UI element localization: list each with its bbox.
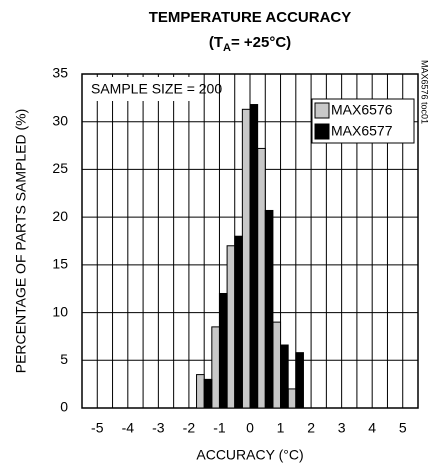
bar xyxy=(226,245,236,409)
x-tick-label: 1 xyxy=(277,420,285,436)
legend-swatch xyxy=(314,123,330,140)
chart-subtitle: (TA= +25°C) xyxy=(209,34,291,54)
x-tick-label: -3 xyxy=(152,420,165,436)
bar xyxy=(272,321,282,409)
y-tick-label: 10 xyxy=(52,303,68,319)
bar xyxy=(264,209,274,409)
bar xyxy=(257,147,266,409)
bar xyxy=(280,344,289,409)
x-tick-label: 4 xyxy=(368,420,376,436)
bar xyxy=(218,292,228,409)
x-tick-label: -5 xyxy=(91,420,104,436)
y-tick-label: 30 xyxy=(52,112,68,128)
bar xyxy=(295,352,304,409)
legend-label: MAX6576 xyxy=(331,102,393,118)
annotation: SAMPLE SIZE = 200 xyxy=(91,81,222,97)
subtitle-part: = +25°C) xyxy=(231,34,291,51)
x-tick-label: -2 xyxy=(183,420,196,436)
bar xyxy=(211,326,220,409)
y-tick-label: 0 xyxy=(60,399,68,415)
x-tick-label: 2 xyxy=(307,420,315,436)
x-tick-label: 0 xyxy=(246,420,254,436)
bar xyxy=(203,378,213,409)
legend-label: MAX6577 xyxy=(331,123,393,139)
subtitle-subscript: A xyxy=(223,42,231,54)
x-axis-label: ACCURACY (°C) xyxy=(196,447,303,463)
x-tick-label: -1 xyxy=(213,420,226,436)
annotation-box xyxy=(84,77,202,101)
bar xyxy=(234,235,243,409)
y-tick-label: 15 xyxy=(52,256,68,272)
x-tick-label: 3 xyxy=(338,420,346,436)
y-tick-label: 5 xyxy=(60,351,68,367)
bar xyxy=(196,374,205,409)
legend-swatch xyxy=(314,102,330,119)
bar xyxy=(287,388,297,409)
y-tick-label: 20 xyxy=(52,208,68,224)
y-tick-label: 25 xyxy=(52,160,68,176)
bar xyxy=(249,104,259,409)
y-tick-label: 35 xyxy=(52,65,68,81)
y-axis-label: PERCENTAGE OF PARTS SAMPLED (%) xyxy=(13,109,29,374)
bar xyxy=(241,108,251,409)
x-tick-label: -4 xyxy=(122,420,135,436)
side-label: MAX6576 toc01 xyxy=(420,60,430,124)
subtitle-part: (T xyxy=(209,34,223,51)
x-tick-label: 5 xyxy=(399,420,407,436)
chart-title: TEMPERATURE ACCURACY xyxy=(149,9,352,26)
